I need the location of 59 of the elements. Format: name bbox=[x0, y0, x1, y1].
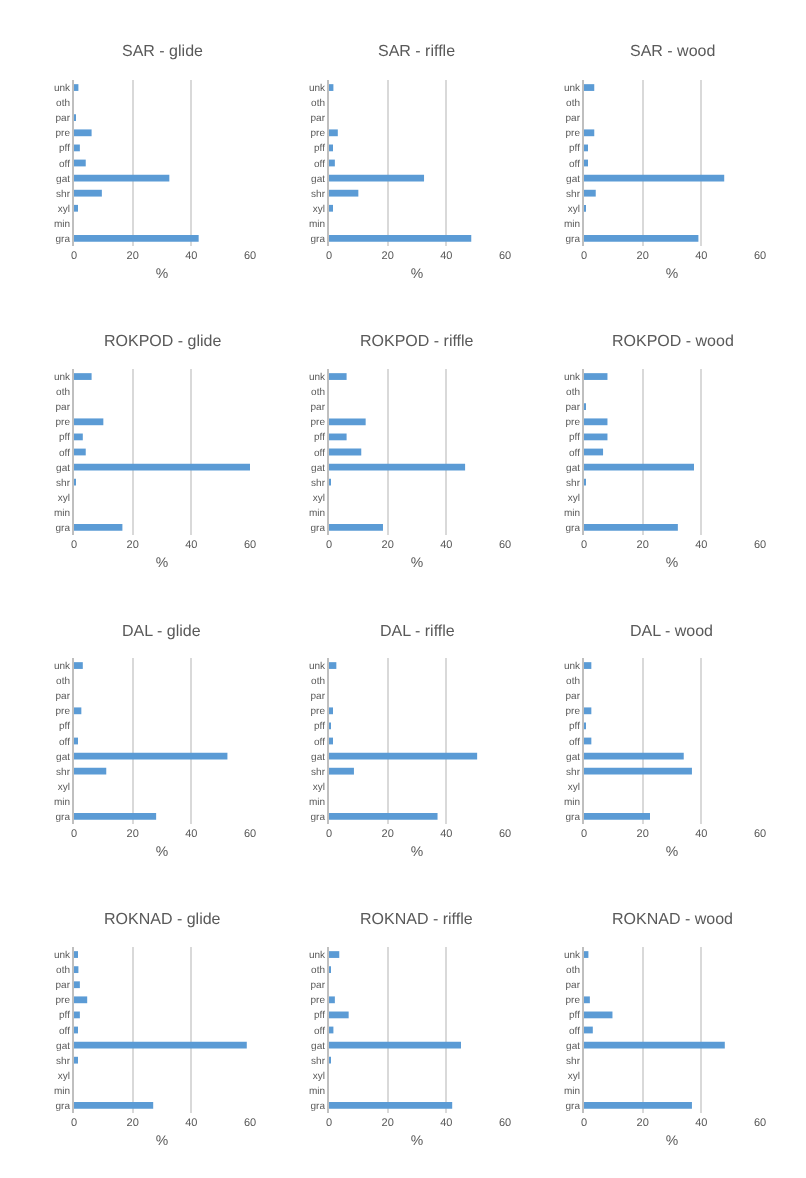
bar bbox=[584, 707, 592, 715]
bar bbox=[74, 1011, 80, 1019]
bar bbox=[584, 373, 608, 380]
bar bbox=[584, 189, 596, 197]
chart-title: DAL - riffle bbox=[380, 622, 456, 640]
bar bbox=[74, 996, 88, 1004]
chart-title: ROKNAD - riffle bbox=[360, 910, 474, 928]
bar bbox=[584, 1102, 692, 1109]
bar bbox=[74, 813, 157, 820]
bar bbox=[74, 448, 86, 456]
bar bbox=[584, 235, 699, 242]
chart-title: ROKPOD - wood bbox=[612, 332, 734, 350]
bar bbox=[74, 373, 92, 380]
chart-title: DAL - glide bbox=[122, 622, 202, 640]
bar bbox=[74, 144, 80, 152]
bar bbox=[329, 951, 340, 958]
bar bbox=[74, 189, 102, 197]
bar bbox=[74, 1102, 154, 1109]
chart-title: ROKNAD - glide bbox=[104, 910, 222, 928]
chart-title: DAL - wood bbox=[630, 622, 713, 640]
bar bbox=[584, 524, 678, 531]
bar bbox=[584, 996, 590, 1004]
bar bbox=[74, 418, 104, 426]
bar bbox=[74, 129, 92, 137]
chart-title: SAR - wood bbox=[630, 42, 716, 60]
bar bbox=[584, 767, 692, 775]
bar bbox=[329, 373, 347, 380]
bar bbox=[329, 235, 472, 242]
bar bbox=[329, 433, 347, 441]
bar bbox=[329, 1102, 453, 1109]
chart-title: ROKNAD - wood bbox=[612, 910, 733, 928]
bar bbox=[584, 129, 595, 137]
bar bbox=[74, 981, 80, 989]
bar bbox=[584, 418, 608, 426]
bar bbox=[74, 524, 123, 531]
chart-title: SAR - glide bbox=[122, 42, 205, 60]
chart-title: SAR - riffle bbox=[378, 42, 457, 60]
bar bbox=[329, 767, 354, 775]
bar bbox=[584, 662, 592, 669]
bar bbox=[329, 813, 438, 820]
bar bbox=[329, 418, 366, 426]
bar bbox=[74, 159, 86, 167]
bar bbox=[74, 707, 82, 715]
chart-title: ROKPOD - glide bbox=[104, 332, 223, 350]
bar bbox=[584, 1026, 593, 1034]
bar bbox=[74, 433, 83, 441]
bar bbox=[329, 524, 383, 531]
bar bbox=[329, 159, 335, 167]
bar bbox=[584, 813, 650, 820]
bar bbox=[584, 84, 595, 91]
bar bbox=[74, 767, 107, 775]
chart-title: ROKPOD - riffle bbox=[360, 332, 475, 350]
bar bbox=[329, 189, 359, 197]
bar bbox=[329, 1011, 349, 1019]
bar bbox=[329, 996, 335, 1004]
bar bbox=[329, 662, 337, 669]
bar bbox=[329, 129, 338, 137]
bar bbox=[74, 662, 83, 669]
bar bbox=[74, 235, 199, 242]
